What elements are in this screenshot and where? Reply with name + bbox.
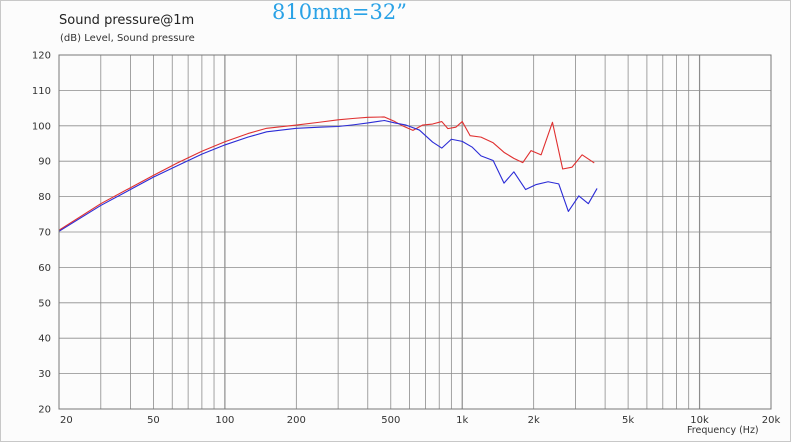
- x-tick-label: 1k: [456, 415, 468, 426]
- y-tick-label: 40: [38, 334, 51, 345]
- chart-title: Sound pressure@1m: [59, 13, 195, 28]
- x-tick-label: 500: [381, 415, 400, 426]
- series-line-2: [58, 119, 598, 232]
- y-tick-label: 120: [32, 51, 51, 62]
- y-tick-label: 90: [38, 157, 51, 168]
- series-line-1: [58, 116, 595, 231]
- tick-labels: 20 30 40 50 60 70 80 90 100 110 120 20 50 100 200 500 1k…: [32, 51, 781, 427]
- y-tick-label: 80: [38, 192, 51, 203]
- x-tick-label: 2k: [528, 415, 540, 426]
- x-tick-label: 50: [147, 415, 160, 426]
- x-tick-label: 10k: [690, 415, 709, 426]
- y-tick-label: 30: [38, 369, 51, 380]
- x-tick-label: 20: [60, 415, 73, 426]
- y-tick-label: 70: [38, 228, 51, 239]
- y-tick-label: 50: [38, 298, 51, 309]
- y-tick-label: 60: [38, 263, 51, 274]
- grid-layer: [59, 55, 771, 409]
- x-tick-label: 200: [287, 415, 306, 426]
- series-layer: [58, 116, 598, 232]
- y-tick-label: 20: [38, 405, 51, 416]
- x-axis-label: Frequency (Hz): [687, 425, 759, 436]
- chart-subtitle: (dB) Level, Sound pressure: [60, 33, 195, 44]
- x-tick-label: 5k: [622, 415, 634, 426]
- plot-border: [58, 54, 772, 410]
- overlay-title: 810mm=32”: [272, 0, 407, 24]
- y-tick-label: 110: [32, 86, 51, 97]
- x-tick-label: 20k: [762, 415, 781, 426]
- x-tick-label: 100: [215, 415, 234, 426]
- y-tick-label: 100: [32, 121, 51, 132]
